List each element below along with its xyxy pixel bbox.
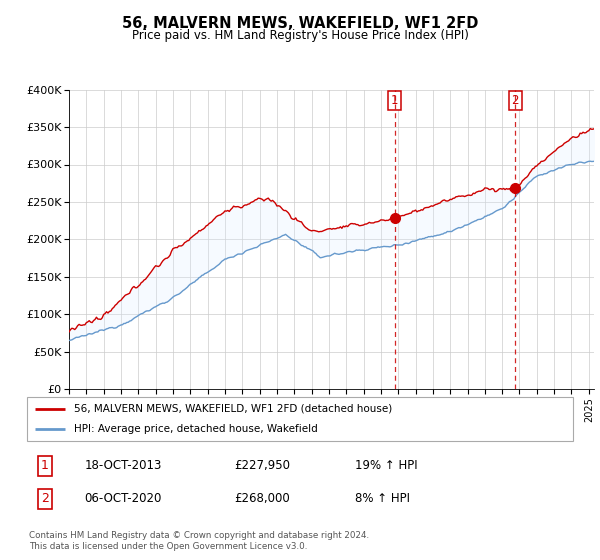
Text: 56, MALVERN MEWS, WAKEFIELD, WF1 2FD: 56, MALVERN MEWS, WAKEFIELD, WF1 2FD xyxy=(122,16,478,31)
Text: 8% ↑ HPI: 8% ↑ HPI xyxy=(355,492,410,505)
Text: 56, MALVERN MEWS, WAKEFIELD, WF1 2FD (detached house): 56, MALVERN MEWS, WAKEFIELD, WF1 2FD (de… xyxy=(74,404,392,414)
Text: 19% ↑ HPI: 19% ↑ HPI xyxy=(355,459,418,472)
Text: £268,000: £268,000 xyxy=(234,492,290,505)
Text: HPI: Average price, detached house, Wakefield: HPI: Average price, detached house, Wake… xyxy=(74,424,317,435)
Text: Contains HM Land Registry data © Crown copyright and database right 2024.: Contains HM Land Registry data © Crown c… xyxy=(29,531,369,540)
Text: 2: 2 xyxy=(41,492,49,505)
FancyBboxPatch shape xyxy=(27,397,573,441)
Text: This data is licensed under the Open Government Licence v3.0.: This data is licensed under the Open Gov… xyxy=(29,542,307,550)
Text: £227,950: £227,950 xyxy=(234,459,290,472)
Text: 18-OCT-2013: 18-OCT-2013 xyxy=(85,459,162,472)
Text: 1: 1 xyxy=(41,459,49,472)
Text: 1: 1 xyxy=(391,94,398,108)
Text: 2: 2 xyxy=(512,94,519,108)
Text: Price paid vs. HM Land Registry's House Price Index (HPI): Price paid vs. HM Land Registry's House … xyxy=(131,29,469,42)
Text: 06-OCT-2020: 06-OCT-2020 xyxy=(85,492,162,505)
